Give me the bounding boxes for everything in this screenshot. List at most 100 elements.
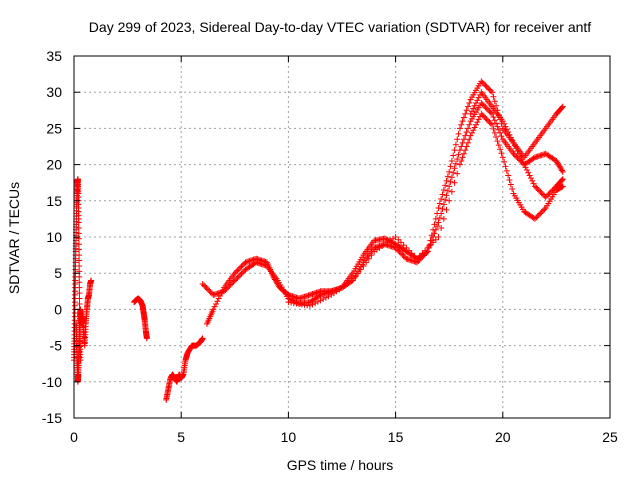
data-point [75,230,82,237]
data-point [527,175,534,182]
data-point [211,303,218,310]
data-point [462,147,469,154]
data-point [203,285,210,292]
data-point [76,279,83,286]
data-point [458,121,465,128]
data-point [450,152,457,159]
y-tick-label: 35 [46,48,62,64]
data-point [424,244,431,251]
data-point [230,278,237,285]
y-tick-label: 0 [54,301,62,317]
data-point [459,139,466,146]
data-point [430,234,437,240]
data-point [462,132,469,139]
data-point [495,126,502,133]
data-point [316,292,323,299]
data-point [446,197,453,204]
data-point [454,156,461,163]
data-point [526,172,533,179]
data-point [482,114,489,121]
data-point [509,137,516,144]
data-point [435,219,442,226]
data-point [466,136,473,143]
data-point [513,153,520,160]
data-point [400,253,407,260]
grid-lines [74,56,610,418]
data-point [491,117,498,124]
data-point [458,143,465,150]
data-point [75,219,82,226]
data-point [448,188,455,195]
data-point [505,129,512,136]
data-point [464,139,471,146]
data-point [352,273,359,280]
data-point [475,116,482,123]
data-point [478,78,485,85]
data-point [533,214,540,221]
data-point [540,191,546,198]
data-point [76,290,83,297]
data-point [463,143,470,150]
data-point [235,266,242,273]
data-point [495,142,502,149]
series-main-trace-d [467,89,566,161]
data-point [517,157,524,164]
data-point [497,146,504,153]
data-point [444,173,451,180]
data-point [234,274,241,281]
data-point [349,277,356,284]
data-point [451,165,458,172]
data-point [448,157,455,164]
data-point [530,180,537,187]
data-point [491,98,498,105]
data-point [464,103,471,110]
data-point [238,263,245,270]
data-point [507,181,514,188]
data-point [503,167,510,174]
axis-ticks: 0 5 10 15 20 25 -15 -10 -5 0 5 10 15 20 25 30 35 [42,48,618,445]
data-point [393,246,400,253]
data-point [225,284,232,291]
data-point [76,257,83,264]
data-point [199,335,206,342]
data-point [464,125,471,132]
x-tick-label: 15 [388,429,404,445]
data-point [459,154,466,161]
data-point [489,121,496,128]
x-tick-label: 0 [70,429,78,445]
data-point [447,178,454,185]
data-point [482,82,489,89]
data-point [531,215,538,222]
data-point [440,215,447,222]
data-point [545,191,552,198]
data-point [483,105,490,112]
data-point [395,236,402,243]
data-point [399,251,406,258]
data-point [422,247,429,254]
data-point [481,81,488,88]
data-point [481,102,488,109]
data-point [559,104,566,111]
data-point [479,112,486,119]
y-axis-label: SDTVAR / TECUs [6,182,22,294]
data-point [468,108,475,115]
data-point [239,269,246,276]
data-point [233,276,240,283]
data-point [559,183,566,190]
data-point [559,168,566,175]
data-point [237,272,244,279]
data-point [235,273,242,280]
data-point [466,121,473,128]
data-point [76,262,83,269]
x-tick-label: 10 [281,429,297,445]
data-point [515,156,522,163]
data-point [481,113,488,120]
data-point [452,141,459,148]
data-point [537,210,544,217]
data-point [538,190,545,197]
data-point [439,205,446,212]
data-point [348,278,355,285]
data-point [499,118,506,125]
data-point [325,293,332,300]
data-point [511,152,518,159]
